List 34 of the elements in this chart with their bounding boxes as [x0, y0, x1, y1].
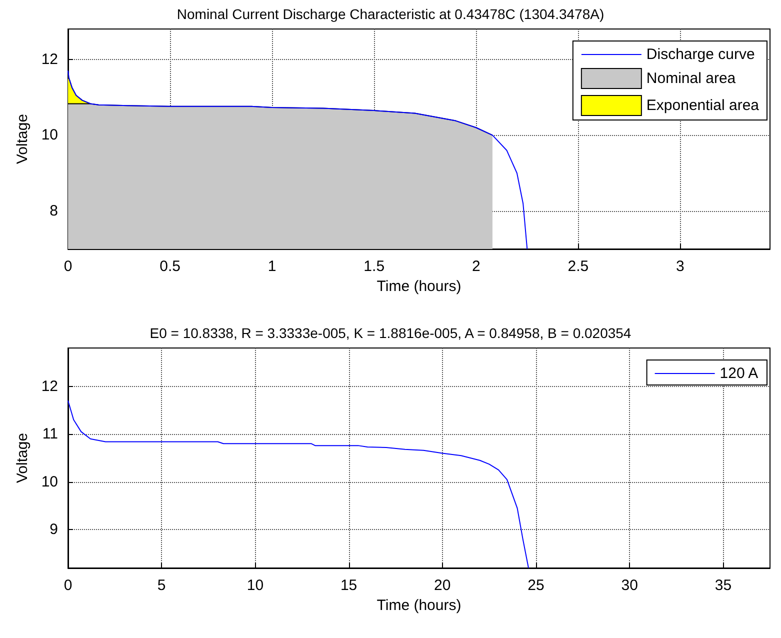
- line-series: [68, 400, 530, 568]
- x-tick-label: 0: [64, 258, 72, 275]
- legend-label: Nominal area: [646, 70, 736, 87]
- y-tick-label: 8: [50, 202, 58, 220]
- x-tick-label: 10: [246, 577, 264, 594]
- chart-title: E0 = 10.8338, R = 3.3333e-005, K = 1.8816e-005, A = 0.84958, B = 0.020354: [150, 325, 632, 341]
- x-tick-label: 20: [434, 577, 451, 594]
- x-tick-label: 3: [676, 258, 684, 275]
- x-tick-label: 0.5: [160, 258, 180, 275]
- y-tick-label: 10: [41, 473, 58, 490]
- y-tick-label: 12: [41, 378, 58, 395]
- y-tick-label: 10: [41, 126, 58, 144]
- x-tick-label: 35: [714, 577, 732, 594]
- y-tick-label: 12: [41, 50, 58, 68]
- x-tick-label: 15: [340, 577, 358, 594]
- x-tick-label: 2.5: [568, 258, 589, 275]
- x-tick-label: 30: [621, 577, 638, 594]
- y-tick-label: 9: [50, 521, 58, 538]
- x-tick-label: 5: [157, 577, 166, 594]
- x-axis-title: Time (hours): [376, 278, 462, 295]
- x-tick-label: 1.5: [364, 258, 385, 275]
- y-axis-title: Voltage: [14, 114, 31, 164]
- x-axis-title: Time (hours): [376, 596, 462, 614]
- x-tick-label: 25: [528, 577, 544, 594]
- chart-title: Nominal Current Discharge Characteristic at 0.43478C (1304.3478A): [176, 6, 604, 22]
- x-tick-label: 2: [472, 258, 480, 275]
- line-series: [68, 70, 528, 250]
- y-tick-label: 11: [42, 426, 58, 443]
- legend-label: Discharge curve: [646, 46, 755, 63]
- legend-label: Exponential area: [646, 97, 760, 114]
- x-tick-label: 0: [64, 577, 72, 594]
- x-tick-label: 1: [268, 258, 276, 275]
- legend-label: 120 A: [720, 365, 758, 382]
- y-axis-title: Voltage: [14, 432, 31, 484]
